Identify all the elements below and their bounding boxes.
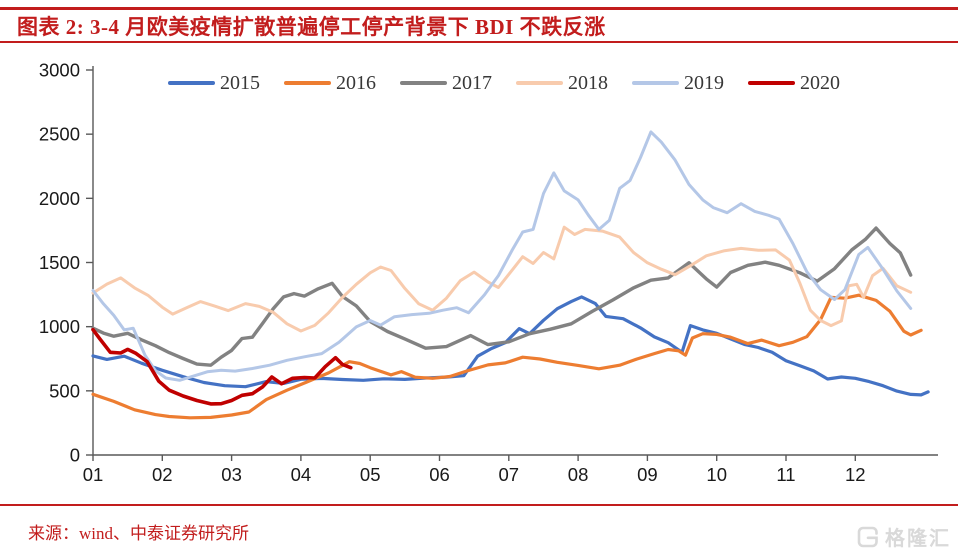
title-top-rule xyxy=(0,7,958,10)
footer-rule xyxy=(0,504,958,506)
legend-swatch-2017 xyxy=(400,81,447,85)
legend-swatch-2020 xyxy=(748,81,795,85)
legend-swatch-2019 xyxy=(632,81,679,85)
series-line-2017 xyxy=(91,226,913,367)
legend-label-2019: 2019 xyxy=(684,72,724,94)
gelonghui-brand-text: 格隆汇 xyxy=(885,528,951,550)
x-axis-tick-label: 11 xyxy=(776,464,795,485)
series-line-2018 xyxy=(91,225,913,333)
legend-label-2018: 2018 xyxy=(568,72,608,94)
gelonghui-watermark: 格隆汇 xyxy=(856,522,951,551)
legend-label-2015: 2015 xyxy=(220,72,260,94)
x-axis-tick-label: 12 xyxy=(845,464,866,485)
x-axis-tick-label: 10 xyxy=(706,464,727,485)
y-axis-tick-label: 2000 xyxy=(39,188,80,209)
title-bottom-rule xyxy=(0,41,958,43)
x-axis-tick-label: 06 xyxy=(429,464,450,485)
legend-swatch-2018 xyxy=(516,81,563,85)
figure-title: 图表 2: 3-4 月欧美疫情扩散普遍停工停产背景下 BDI 不跌反涨 xyxy=(17,15,606,39)
x-axis-tick-label: 03 xyxy=(221,464,242,485)
legend-item-2017: 2017 xyxy=(400,73,492,93)
x-axis-tick-label: 08 xyxy=(568,464,589,485)
legend-item-2020: 2020 xyxy=(748,73,840,93)
x-axis-tick-label: 07 xyxy=(499,464,520,485)
legend-swatch-2015 xyxy=(168,81,215,85)
chart-legend: 2015 2016 2017 2018 2019 2020 xyxy=(168,73,840,93)
y-axis-tick-label: 500 xyxy=(49,380,80,401)
gelonghui-logo-icon xyxy=(857,526,878,547)
legend-item-2016: 2016 xyxy=(284,73,376,93)
x-axis-tick-label: 05 xyxy=(360,464,381,485)
x-axis-tick-label: 04 xyxy=(291,464,312,485)
y-axis-tick-label: 3000 xyxy=(39,60,80,81)
legend-item-2019: 2019 xyxy=(632,73,724,93)
legend-label-2020: 2020 xyxy=(800,72,840,94)
legend-label-2016: 2016 xyxy=(336,72,376,94)
x-axis-tick-label: 01 xyxy=(83,464,104,485)
series-line-2016 xyxy=(91,293,923,420)
x-axis-tick-label: 02 xyxy=(152,464,173,485)
series-line-2019 xyxy=(91,130,913,382)
y-axis-tick-label: 1000 xyxy=(39,316,80,337)
legend-swatch-2016 xyxy=(284,81,331,85)
legend-item-2018: 2018 xyxy=(516,73,608,93)
x-axis-tick-label: 09 xyxy=(637,464,658,485)
y-axis-tick-label: 2500 xyxy=(39,124,80,145)
series-line-2020 xyxy=(91,327,353,406)
y-axis-tick-label: 1500 xyxy=(39,252,80,273)
y-axis-tick-label: 0 xyxy=(70,445,80,466)
series-line-2015 xyxy=(91,295,930,397)
legend-label-2017: 2017 xyxy=(452,72,492,94)
legend-item-2015: 2015 xyxy=(168,73,260,93)
axis-lines xyxy=(92,66,938,456)
source-note: 来源：wind、中泰证券研究所 xyxy=(28,524,249,543)
